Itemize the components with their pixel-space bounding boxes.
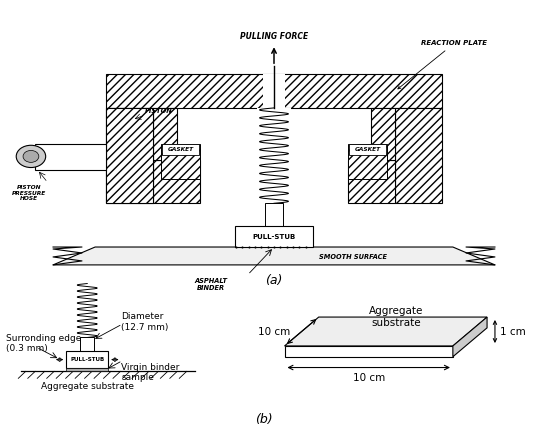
Text: PULL-STUB: PULL-STUB xyxy=(253,234,295,240)
Text: GASKET: GASKET xyxy=(355,147,381,152)
Bar xyxy=(347,160,395,203)
Bar xyxy=(106,108,153,203)
Bar xyxy=(153,160,201,203)
Circle shape xyxy=(23,150,39,162)
Bar xyxy=(395,108,442,203)
Bar xyxy=(349,144,386,155)
Circle shape xyxy=(16,145,45,167)
Polygon shape xyxy=(53,247,495,265)
Bar xyxy=(106,108,153,203)
Bar xyxy=(161,144,201,179)
Text: PULLING FORCE: PULLING FORCE xyxy=(240,32,308,41)
Text: GASKET: GASKET xyxy=(167,147,193,152)
Bar xyxy=(372,108,395,160)
Bar xyxy=(153,108,176,160)
Bar xyxy=(235,226,313,247)
Text: 1 cm: 1 cm xyxy=(500,327,526,336)
Text: Aggregate substrate: Aggregate substrate xyxy=(41,382,134,391)
Bar xyxy=(35,144,106,169)
Bar xyxy=(162,144,199,155)
Text: Diameter
(12.7 mm): Diameter (12.7 mm) xyxy=(122,312,169,332)
Text: (b): (b) xyxy=(255,413,272,426)
Bar xyxy=(66,368,109,372)
Text: Virgin binder
sample: Virgin binder sample xyxy=(122,363,180,382)
Polygon shape xyxy=(284,317,487,346)
Bar xyxy=(257,108,291,203)
Bar xyxy=(347,144,387,179)
Text: Aggregate
substrate: Aggregate substrate xyxy=(369,306,424,328)
Text: SMOOTH SURFACE: SMOOTH SURFACE xyxy=(319,254,387,260)
Text: 10 cm: 10 cm xyxy=(258,327,290,336)
Text: 10 cm: 10 cm xyxy=(352,373,385,383)
Text: PISTON
PRESSURE
HOSE: PISTON PRESSURE HOSE xyxy=(12,185,47,201)
Text: PULL-STUB: PULL-STUB xyxy=(70,357,104,362)
Bar xyxy=(81,337,94,351)
Bar xyxy=(76,284,99,337)
Text: Surronding edge
(0.3 mm): Surronding edge (0.3 mm) xyxy=(5,333,81,353)
Bar xyxy=(264,74,284,108)
Bar xyxy=(265,203,283,227)
Polygon shape xyxy=(453,317,487,357)
Text: PISTON: PISTON xyxy=(145,108,173,114)
Text: REACTION PLATE: REACTION PLATE xyxy=(398,40,487,89)
Bar xyxy=(106,74,442,108)
Text: ASPHALT
BINDER: ASPHALT BINDER xyxy=(195,278,227,291)
Polygon shape xyxy=(284,346,453,357)
Bar xyxy=(66,351,109,368)
Text: (a): (a) xyxy=(265,274,283,287)
